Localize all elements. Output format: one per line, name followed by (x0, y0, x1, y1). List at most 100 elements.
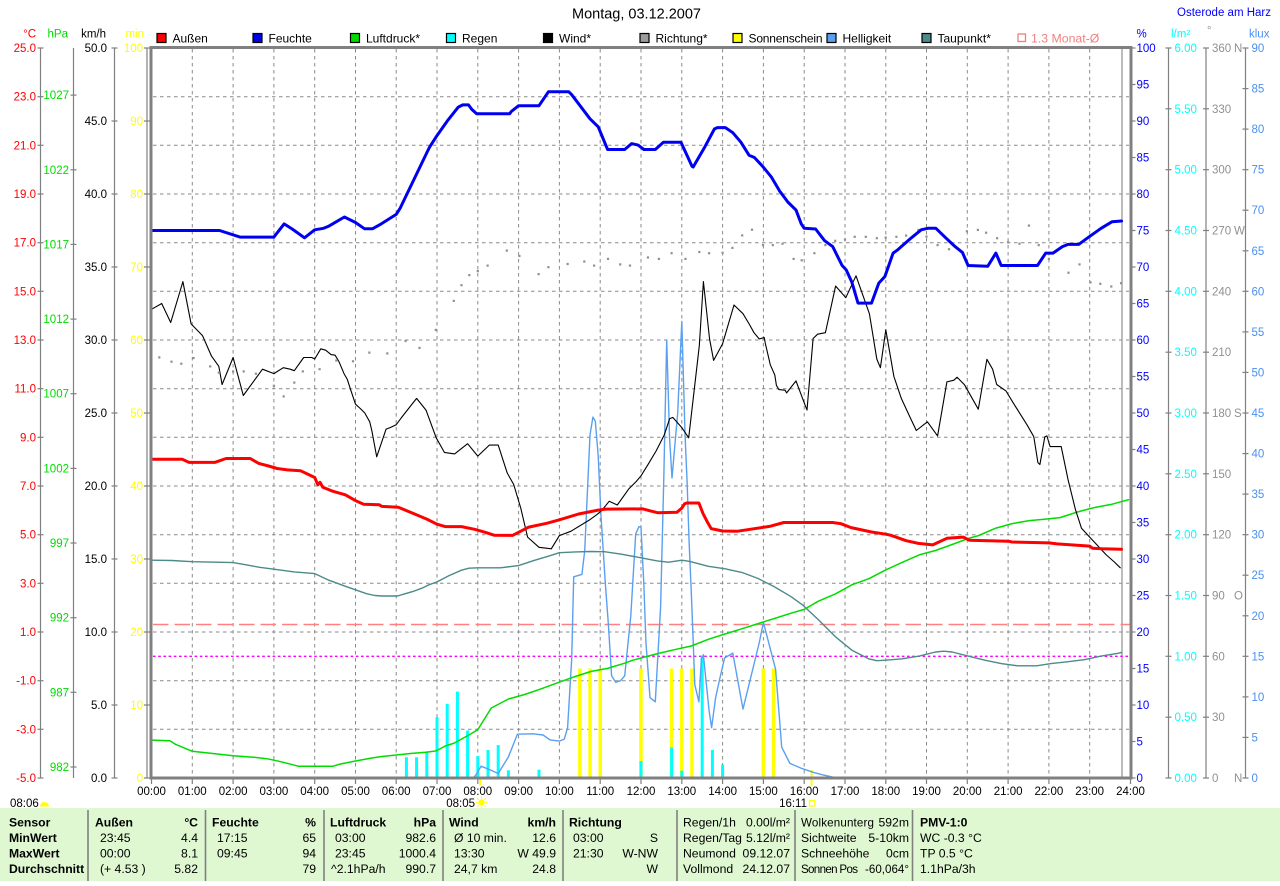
svg-text:30: 30 (1212, 712, 1225, 724)
svg-text:35: 35 (1137, 518, 1150, 530)
svg-text:1012: 1012 (43, 314, 69, 326)
svg-text:10: 10 (130, 700, 143, 712)
svg-text:Montag, 03.12.2007: Montag, 03.12.2007 (572, 7, 701, 23)
svg-text:20: 20 (1252, 611, 1265, 623)
svg-text:6.00: 6.00 (1175, 43, 1197, 55)
svg-text:Feuchte: Feuchte (269, 32, 313, 46)
svg-text:65: 65 (1252, 246, 1265, 258)
svg-text:-3.0: -3.0 (16, 724, 36, 736)
svg-text:24.8: 24.8 (532, 862, 556, 876)
svg-text:0.0: 0.0 (91, 773, 107, 785)
svg-text:1.1hPa/3h: 1.1hPa/3h (920, 862, 976, 876)
svg-text:00:00: 00:00 (137, 786, 166, 798)
svg-text:300: 300 (1212, 165, 1231, 177)
svg-text:90: 90 (1252, 43, 1265, 55)
svg-text:10: 10 (1137, 700, 1150, 712)
svg-text:240: 240 (1212, 286, 1231, 298)
svg-text:75: 75 (1137, 226, 1150, 238)
svg-text:100: 100 (124, 43, 143, 55)
svg-text:5.82: 5.82 (174, 862, 198, 876)
svg-text:15.0: 15.0 (14, 286, 36, 298)
svg-text:0cm: 0cm (886, 847, 909, 861)
svg-text:7.0: 7.0 (20, 481, 36, 493)
svg-text:13:30: 13:30 (454, 847, 485, 861)
svg-text:1.0: 1.0 (20, 627, 36, 639)
svg-text:MaxWert: MaxWert (9, 847, 60, 861)
svg-text:360: 360 (1212, 43, 1231, 55)
svg-text:50: 50 (1137, 408, 1150, 420)
svg-text:85: 85 (1137, 153, 1150, 165)
svg-text:min: min (125, 29, 144, 41)
svg-text:Wind*: Wind* (559, 32, 591, 46)
svg-text:80: 80 (130, 189, 143, 201)
svg-text:90: 90 (1212, 591, 1225, 603)
svg-text:WC -0.3 °C: WC -0.3 °C (920, 831, 982, 845)
svg-text:13:00: 13:00 (667, 786, 696, 798)
svg-text:982: 982 (50, 762, 69, 774)
svg-text:-5.0: -5.0 (16, 773, 36, 785)
svg-text:80: 80 (1137, 189, 1150, 201)
svg-text:Vollmond: Vollmond (683, 862, 733, 876)
svg-text:10:00: 10:00 (545, 786, 574, 798)
svg-text:1002: 1002 (43, 463, 69, 475)
svg-text:982.6: 982.6 (406, 831, 437, 845)
svg-text:Regen: Regen (462, 32, 497, 46)
svg-text:24,7 km: 24,7 km (454, 862, 497, 876)
svg-text:3.00: 3.00 (1175, 408, 1197, 420)
svg-text:Außen: Außen (173, 32, 208, 46)
svg-text:100: 100 (1137, 43, 1156, 55)
svg-text:08:05: 08:05 (446, 798, 475, 810)
svg-text:23:45: 23:45 (335, 847, 366, 861)
svg-text:17:00: 17:00 (831, 786, 860, 798)
svg-text:0.00: 0.00 (1175, 773, 1197, 785)
svg-text:22:00: 22:00 (1035, 786, 1064, 798)
svg-text:4.50: 4.50 (1175, 226, 1197, 238)
svg-text:180: 180 (1212, 408, 1231, 420)
svg-text:30: 30 (1137, 554, 1150, 566)
svg-text:8.1: 8.1 (181, 847, 198, 861)
svg-text:11:00: 11:00 (586, 786, 614, 798)
svg-text:270: 270 (1212, 226, 1231, 238)
svg-text:0: 0 (1212, 773, 1218, 785)
svg-text:18:00: 18:00 (871, 786, 900, 798)
svg-text:30.0: 30.0 (85, 335, 107, 347)
svg-text:Neumond: Neumond (683, 847, 736, 861)
svg-text:1000.4: 1000.4 (399, 847, 436, 861)
svg-text:N: N (1234, 43, 1242, 55)
svg-text:08:00: 08:00 (463, 786, 492, 798)
svg-text:hPa: hPa (414, 816, 437, 830)
svg-text:W: W (646, 862, 658, 876)
svg-text:35.0: 35.0 (85, 262, 107, 274)
svg-text:09:45: 09:45 (217, 847, 248, 861)
svg-text:km/h: km/h (81, 29, 106, 41)
svg-text:(+ 4.53 ): (+ 4.53 ) (100, 862, 146, 876)
svg-text:S: S (1234, 408, 1242, 420)
svg-text:79: 79 (302, 862, 316, 876)
svg-text:1007: 1007 (43, 389, 69, 401)
svg-text:10.0: 10.0 (85, 627, 107, 639)
svg-text:70: 70 (1137, 262, 1150, 274)
svg-text:35: 35 (1252, 489, 1265, 501)
svg-text:20:00: 20:00 (953, 786, 982, 798)
svg-text:Regen/Tag: Regen/Tag (683, 831, 742, 845)
svg-text:Regen/1h: Regen/1h (683, 816, 736, 830)
svg-text:75: 75 (1252, 165, 1265, 177)
svg-text:01:00: 01:00 (178, 786, 207, 798)
svg-text:55: 55 (1137, 372, 1150, 384)
svg-text:95: 95 (1137, 80, 1150, 92)
svg-text:992: 992 (50, 613, 69, 625)
svg-text:05:00: 05:00 (341, 786, 370, 798)
svg-text:%: % (305, 816, 316, 830)
svg-text:20: 20 (1137, 627, 1150, 639)
svg-text:990.7: 990.7 (406, 862, 437, 876)
svg-text:5.12l/m²: 5.12l/m² (746, 831, 790, 845)
svg-text:02:00: 02:00 (219, 786, 248, 798)
svg-text:21.0: 21.0 (14, 140, 36, 152)
svg-text:60: 60 (1252, 286, 1265, 298)
svg-text:Durchschnitt: Durchschnitt (9, 862, 84, 876)
svg-text:0: 0 (1252, 773, 1258, 785)
svg-text:1017: 1017 (43, 239, 69, 251)
svg-text:21:00: 21:00 (994, 786, 1023, 798)
svg-text:Taupunkt*: Taupunkt* (938, 32, 992, 46)
svg-text:60: 60 (1137, 335, 1150, 347)
